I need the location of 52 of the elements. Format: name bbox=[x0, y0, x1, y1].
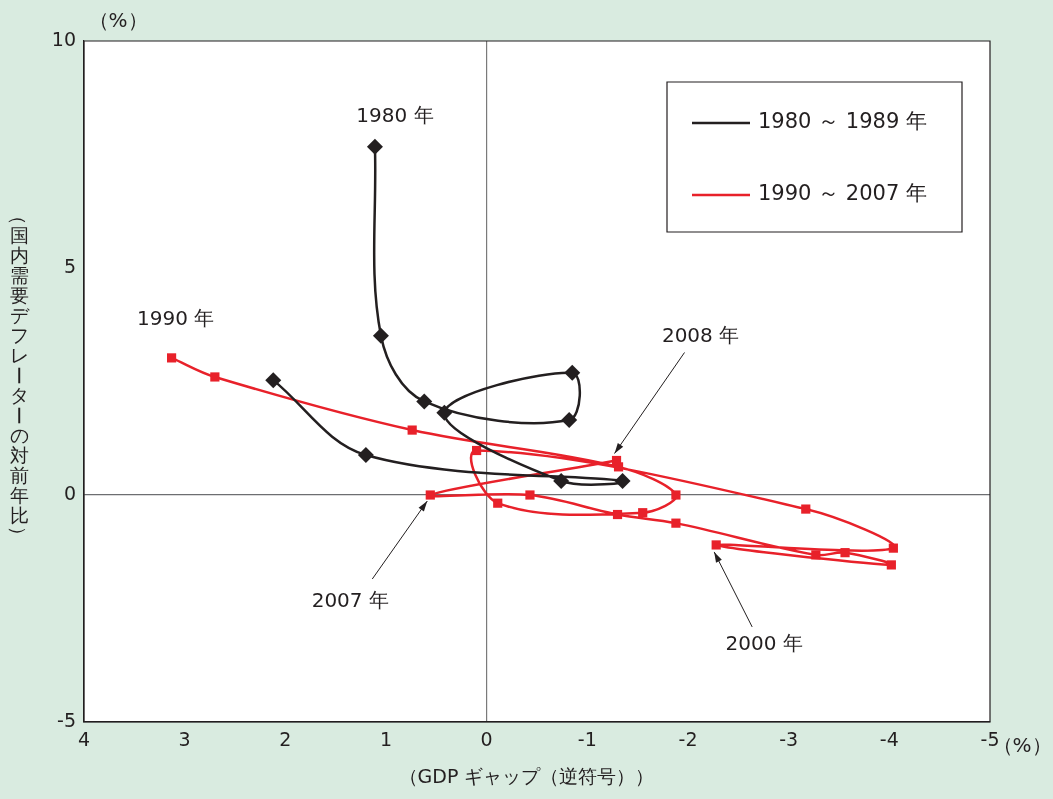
point bbox=[210, 372, 220, 382]
point bbox=[614, 472, 631, 489]
point bbox=[886, 560, 896, 570]
point bbox=[493, 498, 503, 508]
point bbox=[425, 490, 435, 500]
point bbox=[561, 412, 578, 429]
x-tick-label: -2 bbox=[678, 728, 698, 751]
point bbox=[166, 353, 177, 363]
point bbox=[265, 372, 282, 389]
annotation: 1990 年 bbox=[136, 306, 215, 331]
point bbox=[436, 404, 453, 421]
x-tick-label: 0 bbox=[480, 728, 493, 751]
x-axis-title: （GDP ギャップ（逆符号）） bbox=[397, 764, 656, 789]
point bbox=[416, 393, 433, 410]
annotation: 2000 年 bbox=[725, 631, 803, 656]
point bbox=[525, 490, 535, 500]
point bbox=[407, 425, 417, 435]
x-tick-label: -5 bbox=[980, 728, 1000, 751]
annotation: 1980 年 bbox=[356, 102, 434, 127]
annotation: 2007 年 bbox=[311, 588, 389, 613]
y-tick-label: -5 bbox=[57, 708, 76, 731]
x-tick-label: 1 bbox=[379, 728, 393, 751]
x-tick-label: -4 bbox=[879, 728, 899, 751]
annotation: 2008 年 bbox=[661, 322, 740, 347]
point bbox=[372, 327, 389, 344]
point bbox=[801, 504, 811, 514]
point bbox=[671, 490, 681, 500]
point bbox=[811, 550, 821, 560]
point bbox=[888, 543, 898, 553]
x-tick-label: 3 bbox=[178, 728, 191, 751]
point bbox=[612, 509, 623, 520]
x-tick-label: -1 bbox=[577, 728, 597, 751]
point bbox=[553, 472, 570, 489]
legend-label: 1990 ～ 2007 年 bbox=[758, 181, 927, 206]
x-tick-label: 2 bbox=[279, 728, 292, 751]
y-tick-label: 5 bbox=[63, 254, 76, 277]
x-tick-label: -3 bbox=[779, 728, 799, 751]
point bbox=[366, 138, 383, 155]
point bbox=[671, 518, 681, 528]
point bbox=[840, 548, 850, 558]
y-tick-label: 0 bbox=[63, 481, 76, 504]
text: （国内需要デフレーターの対前年比） bbox=[8, 205, 30, 545]
point bbox=[611, 455, 622, 466]
point bbox=[711, 540, 721, 550]
point bbox=[357, 447, 374, 464]
point bbox=[638, 508, 648, 518]
x-tick-label: 4 bbox=[77, 728, 91, 751]
legend-label: 1980 ～ 1989 年 bbox=[758, 109, 927, 134]
y-tick-label: 10 bbox=[51, 27, 76, 50]
text: （%） bbox=[88, 8, 148, 33]
point bbox=[564, 364, 581, 381]
point bbox=[472, 445, 482, 456]
